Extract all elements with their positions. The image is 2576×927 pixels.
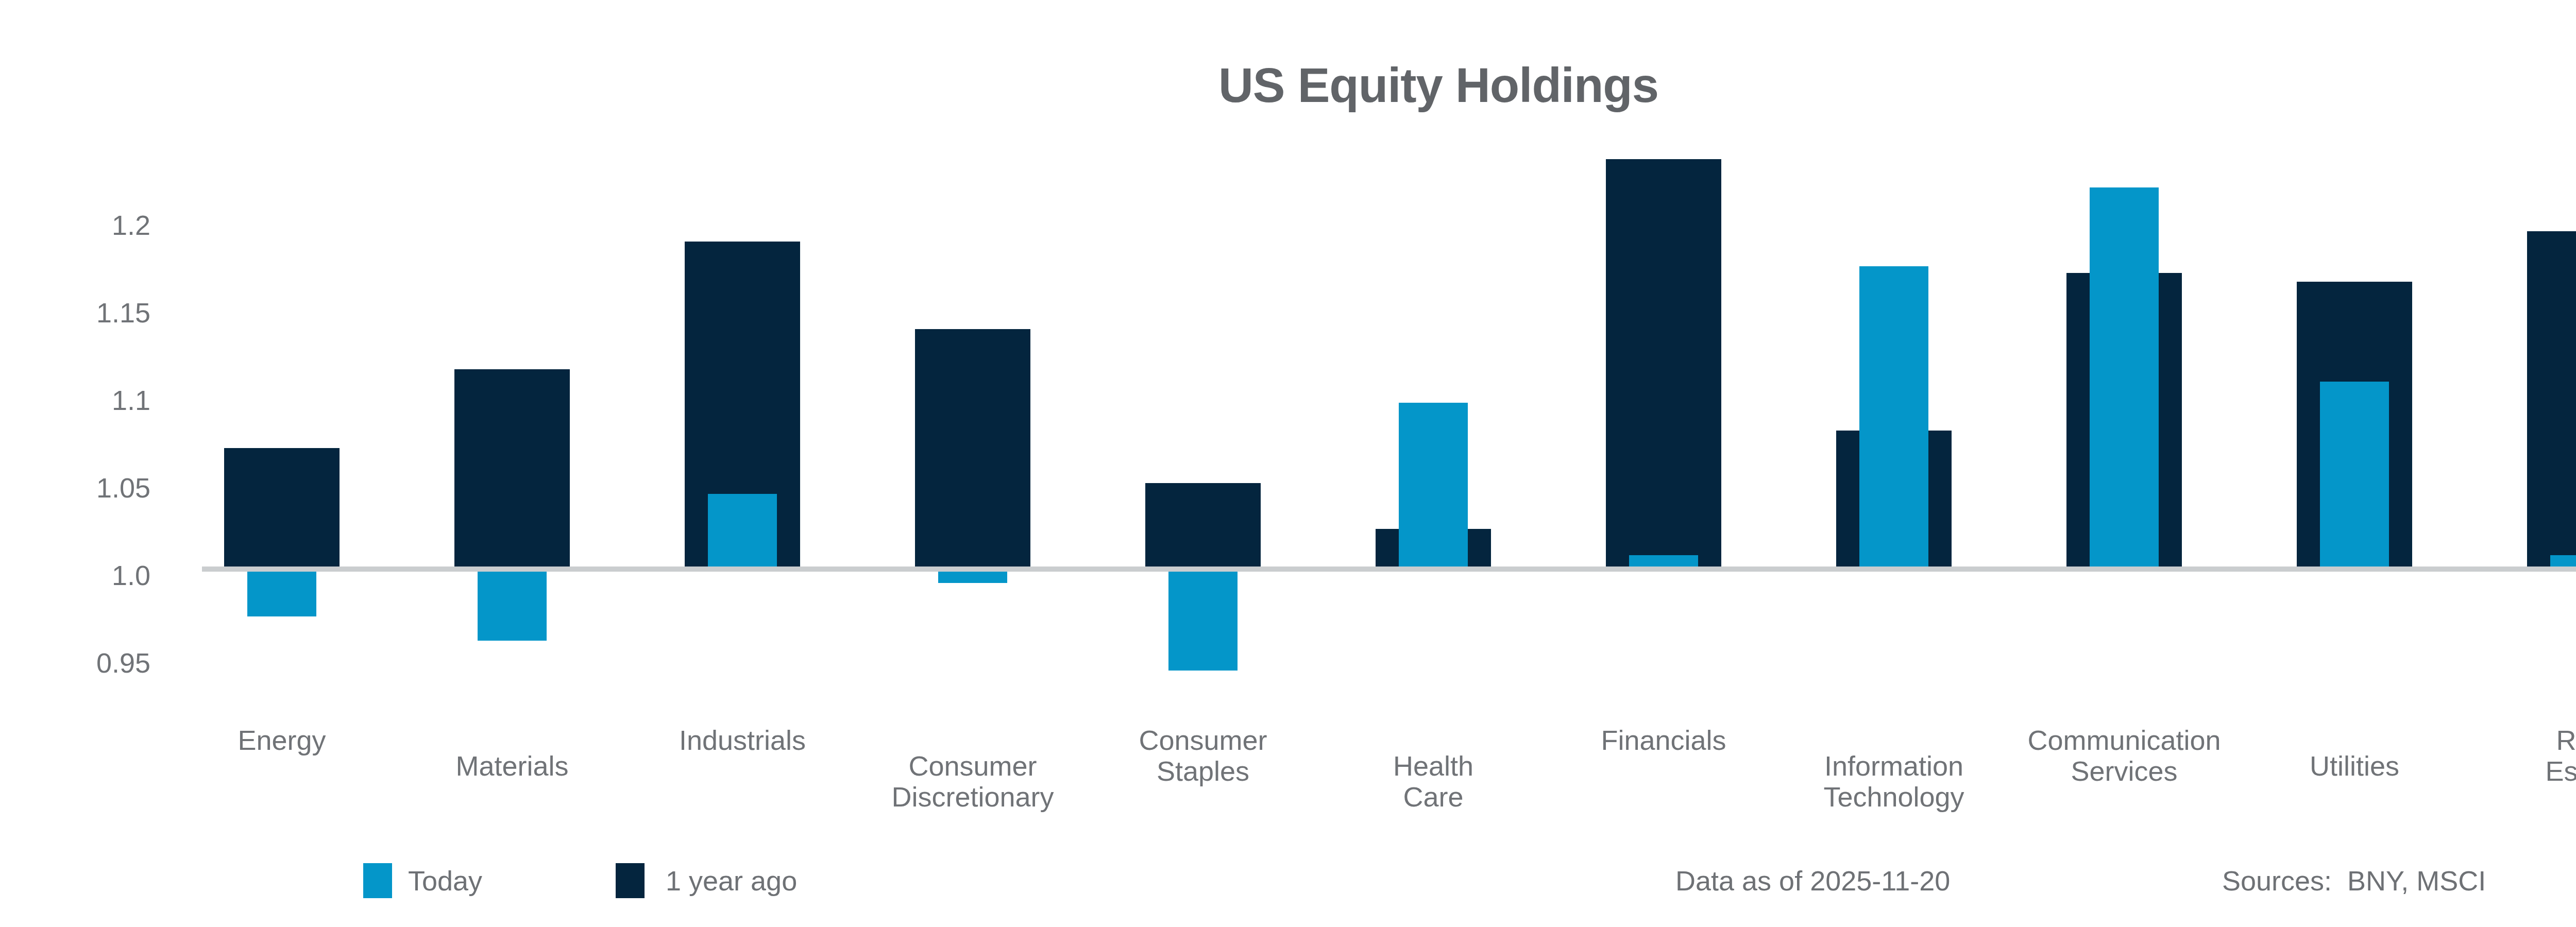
category-label-line: Staples [1069,756,1337,786]
category-label-industrials: Industrials [608,725,876,756]
bar-today-information-technology [1859,266,1928,569]
category-label-materials: Materials [378,750,646,781]
category-label-line: Energy [148,725,416,756]
category-label-line: Real [2451,725,2576,756]
bar-year-ago-financials [1606,159,1721,569]
baseline-gridline [202,566,2576,572]
category-label-line: Consumer [839,750,1107,781]
y-tick-label-1.15: 1.15 [0,297,150,329]
legend-swatch-today [363,863,392,898]
y-tick-label-0.95: 0.95 [0,647,150,679]
category-label-consumer-staples: ConsumerStaples [1069,725,1337,786]
bar-today-materials [478,569,547,641]
data-as-of-note: Data as of 2025-11-20 [1675,864,1950,897]
chart-title: US Equity Holdings [1218,58,1658,113]
bar-year-ago-real-estate [2527,231,2576,569]
sources-note: Sources: BNY, MSCI [2222,864,2486,897]
bar-year-ago-energy [224,448,340,569]
category-label-line: Care [1299,781,1567,812]
legend-swatch-1-year-ago [616,863,645,898]
bar-today-industrials [708,494,777,569]
bar-today-communication-services [2090,187,2159,569]
bar-today-consumer-staples [1168,569,1238,671]
category-label-line: Technology [1760,781,2028,812]
category-label-utilities: Utilities [2221,750,2488,781]
category-label-energy: Energy [148,725,416,756]
bar-year-ago-consumer-discretionary [915,329,1030,569]
bar-today-utilities [2320,382,2389,569]
category-label-financials: Financials [1530,725,1798,756]
category-label-line: Utilities [2221,750,2488,781]
category-label-line: Estate [2451,756,2576,786]
category-label-line: Services [1990,756,2258,786]
category-label-line: Health [1299,750,1567,781]
category-label-line: Communication [1990,725,2258,756]
legend-label-1-year-ago: 1 year ago [666,863,797,898]
y-tick-label-1.1: 1.1 [0,384,150,416]
bar-today-energy [247,569,316,616]
chart-canvas: US Equity Holdings 1.2 1.15 1.1 1.05 1.0 0.95… [0,0,2576,927]
bar-year-ago-consumer-staples [1145,483,1261,569]
category-label-health-care: HealthCare [1299,750,1567,812]
category-label-line: Financials [1530,725,1798,756]
bar-today-health-care [1399,403,1468,569]
category-label-real-estate: RealEstate [2451,725,2576,786]
category-label-line: Discretionary [839,781,1107,812]
category-label-consumer-discretionary: ConsumerDiscretionary [839,750,1107,812]
category-label-line: Consumer [1069,725,1337,756]
y-tick-label-1.2: 1.2 [0,209,150,241]
category-label-line: Industrials [608,725,876,756]
bar-year-ago-materials [454,369,570,569]
category-label-line: Materials [378,750,646,781]
category-label-line: Information [1760,750,2028,781]
category-label-communication-services: CommunicationServices [1990,725,2258,786]
legend-label-today: Today [408,863,482,898]
y-tick-label-1.0: 1.0 [0,559,150,591]
y-tick-label-1.05: 1.05 [0,472,150,504]
category-label-information-technology: InformationTechnology [1760,750,2028,812]
